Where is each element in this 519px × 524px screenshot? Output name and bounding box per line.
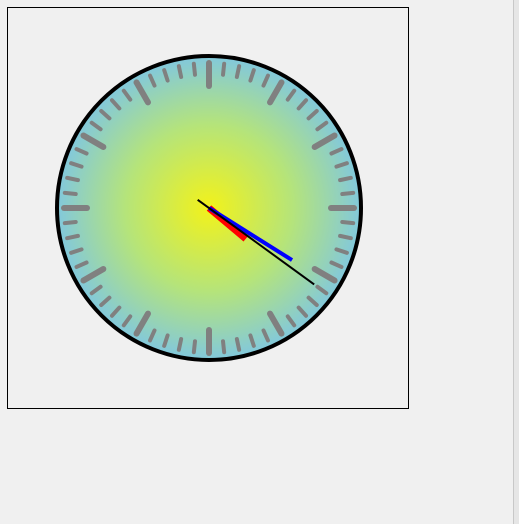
minute-tick — [148, 73, 157, 88]
hour-tick — [133, 310, 151, 337]
minute-tick — [162, 333, 170, 348]
minute-tick — [338, 233, 353, 241]
minute-tick — [221, 61, 227, 77]
minute-tick — [65, 233, 80, 241]
minute-tick — [74, 260, 89, 269]
hour-tick — [80, 132, 107, 150]
hour-tick — [80, 266, 107, 284]
minute-tick — [99, 108, 112, 121]
minute-tick — [121, 314, 133, 328]
minute-tick — [148, 328, 157, 343]
second-hand — [197, 198, 315, 286]
minute-tick — [329, 260, 344, 269]
analog-clock — [55, 54, 363, 362]
minute-tick — [234, 337, 242, 352]
minute-tick — [285, 88, 297, 102]
minute-tick — [191, 61, 197, 77]
minute-tick — [234, 64, 242, 79]
minute-tick — [306, 295, 319, 308]
minute-tick — [334, 161, 349, 169]
hour-tick — [267, 79, 285, 106]
minute-tick — [176, 337, 184, 352]
minute-tick — [162, 68, 170, 83]
minute-tick — [261, 328, 270, 343]
minute-tick — [176, 64, 184, 79]
minute-tick — [62, 220, 78, 226]
hour-tick — [311, 266, 338, 284]
minute-tick — [306, 108, 319, 121]
minute-tick — [338, 175, 353, 183]
minute-tick — [221, 339, 227, 355]
minute-tick — [315, 120, 329, 132]
minute-tick — [340, 190, 356, 196]
minute-tick — [99, 295, 112, 308]
minute-tick — [121, 88, 133, 102]
minute-tick — [296, 98, 309, 111]
hour-tick — [267, 310, 285, 337]
minute-tick — [89, 284, 103, 296]
minute-hand — [207, 206, 294, 262]
minute-tick — [340, 220, 356, 226]
minute-tick — [261, 73, 270, 88]
minute-tick — [89, 120, 103, 132]
clock-ticks — [61, 60, 357, 356]
minute-tick — [69, 247, 84, 255]
minute-tick — [315, 284, 329, 296]
minute-tick — [191, 339, 197, 355]
minute-tick — [248, 333, 256, 348]
minute-tick — [62, 190, 78, 196]
clock-canvas — [7, 7, 409, 409]
minute-tick — [334, 247, 349, 255]
minute-tick — [285, 314, 297, 328]
minute-tick — [69, 161, 84, 169]
minute-tick — [109, 98, 122, 111]
minute-tick — [248, 68, 256, 83]
window-edge — [513, 0, 519, 524]
hour-tick — [311, 132, 338, 150]
minute-tick — [296, 305, 309, 318]
minute-tick — [329, 147, 344, 156]
minute-tick — [109, 305, 122, 318]
hour-tick — [133, 79, 151, 106]
minute-tick — [65, 175, 80, 183]
minute-tick — [74, 147, 89, 156]
